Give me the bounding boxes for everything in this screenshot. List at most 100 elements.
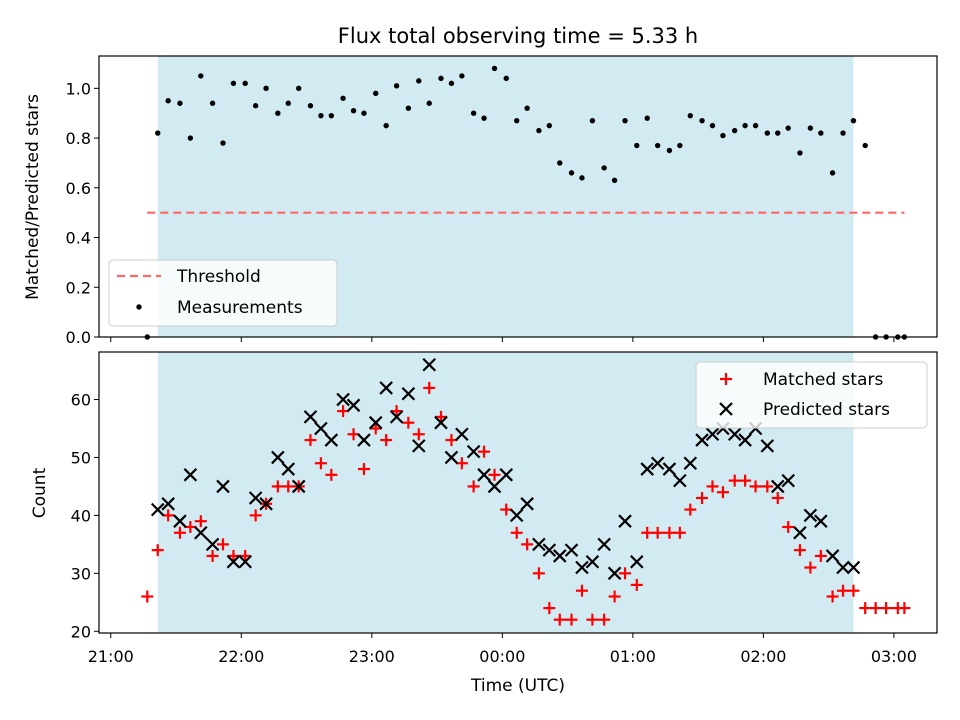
measurement-point	[785, 125, 791, 131]
measurement-point	[677, 142, 683, 149]
x-tick-label: 21:00	[88, 647, 134, 666]
predicted-star-point	[662, 462, 677, 476]
predicted-star-point	[401, 386, 416, 401]
matched-star-point	[880, 602, 893, 615]
legend-predicted-label: Predicted stars	[763, 400, 890, 420]
predicted-star-point	[161, 497, 175, 511]
measurement-point	[752, 122, 759, 129]
matched-star-point	[696, 492, 709, 505]
predicted-star-point	[314, 421, 328, 436]
measurement-point	[568, 170, 575, 176]
matched-star-point	[151, 544, 164, 557]
measurement-point	[503, 75, 509, 82]
top-y-tick-label: 0.4	[66, 229, 91, 248]
matched-star-point	[859, 602, 872, 615]
predicted-star-point	[336, 392, 350, 407]
measurement-point	[252, 103, 259, 109]
top-y-tick-label: 0.2	[66, 278, 91, 297]
predicted-star-point	[770, 479, 785, 494]
matched-star-point	[641, 526, 654, 539]
matched-star-point	[739, 474, 752, 487]
matched-stars-points	[141, 381, 911, 626]
measurement-point	[513, 117, 520, 124]
matched-star-point	[141, 590, 154, 603]
matched-star-point	[304, 434, 317, 447]
top-legend-box	[108, 259, 338, 327]
matched-star-point	[282, 480, 295, 493]
measurement-point	[373, 90, 379, 97]
predicted-star-point	[216, 479, 230, 494]
x-tick-label: 02:00	[740, 647, 786, 666]
predicted-star-point	[727, 427, 742, 442]
measurement-point	[840, 130, 846, 136]
measurement-point	[709, 122, 716, 129]
matched-star-point	[194, 515, 207, 528]
matched-star-point	[761, 480, 774, 493]
matched-star-point	[500, 503, 513, 516]
matched-star-point	[402, 416, 415, 429]
predicted-star-point	[379, 381, 393, 395]
predicted-star-point	[271, 450, 285, 465]
x-tick-label: 22:00	[218, 647, 264, 666]
matched-star-point	[804, 561, 817, 574]
legend-measurements-swatch	[136, 304, 142, 310]
predicted-star-point	[422, 357, 437, 372]
measurement-point	[720, 132, 726, 139]
predicted-star-point	[781, 473, 795, 488]
predicted-star-point	[846, 560, 861, 575]
matched-star-point	[793, 544, 806, 557]
predicted-star-point	[825, 549, 840, 563]
legend-matched-swatch	[720, 373, 732, 385]
measurement-point	[230, 80, 237, 87]
matched-star-point	[337, 405, 350, 418]
matched-star-point	[771, 492, 784, 505]
predicted-star-point	[575, 560, 589, 575]
legend-predicted-marker	[719, 402, 733, 416]
x-axis-label: Time (UTC)	[470, 676, 565, 696]
measurement-point	[611, 177, 618, 184]
predicted-star-point	[836, 560, 850, 575]
matched-star-point	[814, 549, 827, 562]
matched-star-point	[716, 486, 729, 499]
matched-star-point	[369, 422, 382, 435]
top-y-axis-label: Matched/Predicted stars	[23, 94, 43, 300]
top-y-tick-label: 1.0	[66, 79, 91, 98]
matched-star-point	[663, 526, 676, 539]
predicted-star-point	[291, 479, 306, 494]
predicted-star-point	[477, 468, 491, 482]
legend-threshold-label: Threshold	[176, 267, 261, 287]
top-y-tick-label: 0.8	[66, 129, 91, 148]
predicted-star-point	[303, 410, 318, 424]
top-x-ticks	[110, 337, 895, 342]
measurement-point	[775, 130, 781, 136]
predicted-star-point	[650, 456, 665, 471]
measurement-point	[426, 100, 432, 106]
matched-star-point	[423, 381, 436, 394]
matched-star-point	[543, 602, 556, 615]
measurement-point	[579, 175, 585, 181]
measurement-point	[361, 110, 367, 116]
matched-star-point	[390, 405, 403, 418]
measurement-point	[307, 103, 314, 109]
measurement-point	[536, 127, 542, 134]
measurement-point	[328, 112, 335, 119]
matched-star-point	[227, 549, 240, 562]
legend-predicted-swatch	[719, 402, 733, 416]
bottom-x-ticks: 21:00 22:00 23:00 00:00 01:00 02:00 03:00	[88, 633, 917, 666]
bottom-legend: Matched stars Predicted stars	[695, 361, 928, 429]
matched-star-point	[249, 509, 262, 522]
matched-star-point	[271, 480, 284, 493]
matched-star-point	[467, 480, 480, 493]
measurement-point	[491, 65, 498, 72]
measurement-point	[405, 105, 412, 111]
measurement-point	[731, 127, 738, 134]
predicted-stars-points	[150, 357, 861, 581]
matched-star-point	[565, 613, 578, 626]
matched-star-point	[608, 590, 621, 603]
x-tick-label: 03:00	[871, 647, 917, 666]
predicted-star-point	[194, 525, 208, 540]
measurement-point	[198, 73, 204, 79]
predicted-star-point	[248, 491, 263, 505]
measurement-point	[438, 75, 444, 82]
matched-star-point	[184, 520, 197, 533]
